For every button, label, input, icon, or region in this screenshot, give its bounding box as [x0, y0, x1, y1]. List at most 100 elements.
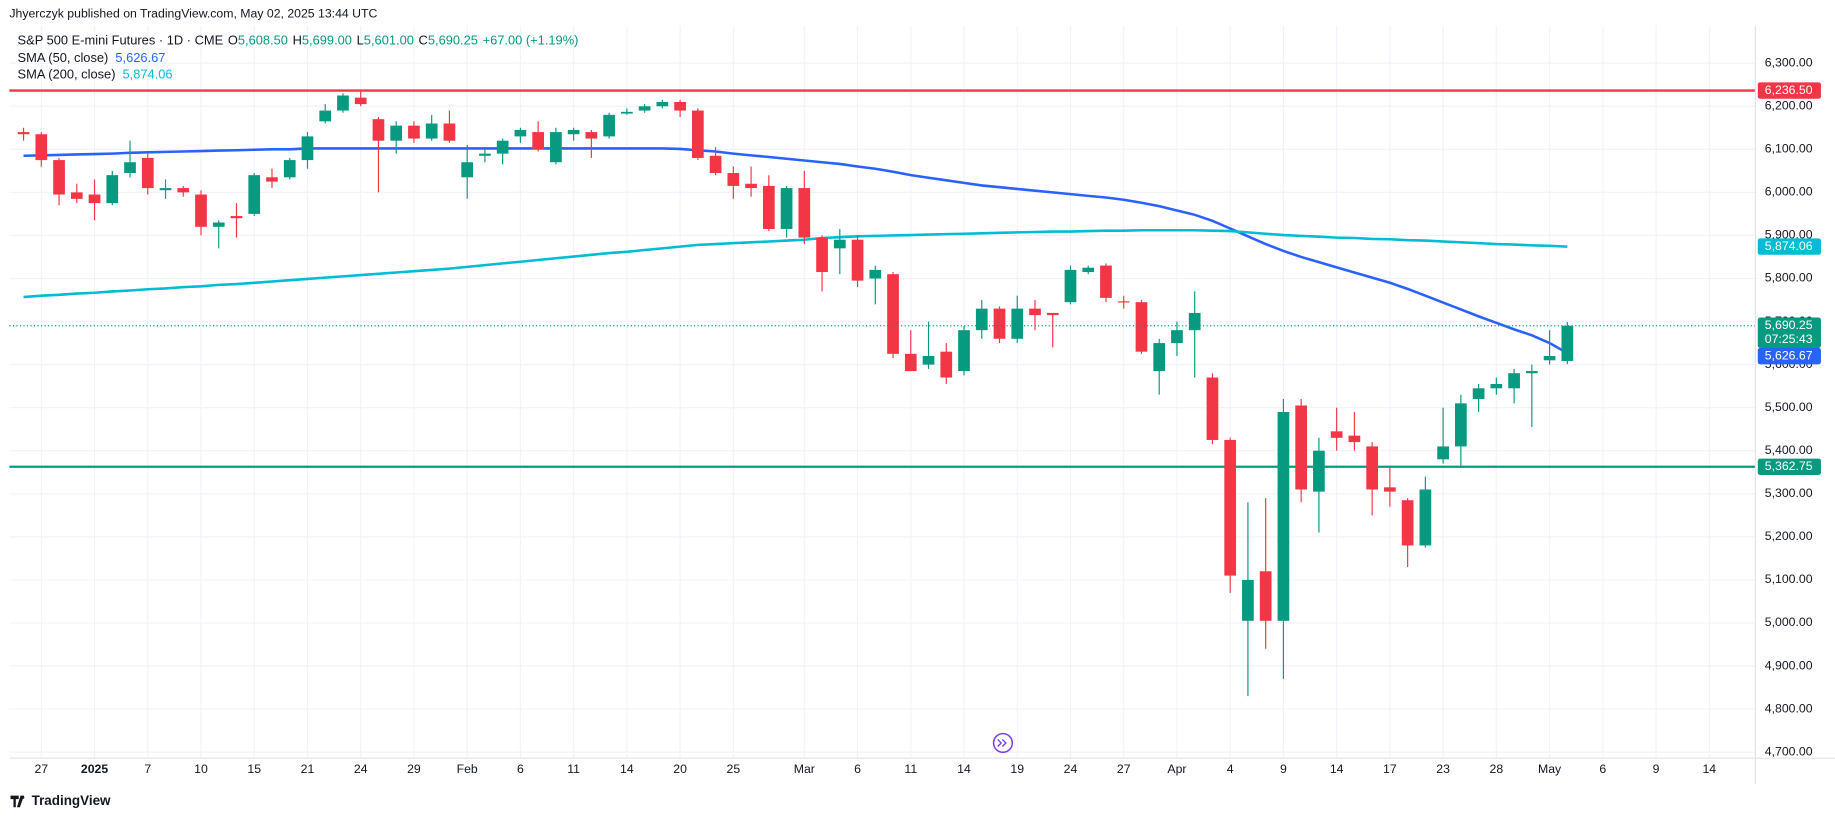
candle-body	[408, 125, 420, 139]
ohlc-value: 5,699.00	[302, 32, 352, 47]
ohlc-key: H	[293, 32, 302, 47]
candle-body	[851, 239, 864, 281]
candle-body	[674, 101, 686, 111]
candle-body	[975, 308, 988, 331]
candle-body	[1348, 435, 1361, 443]
price-label: 5,874.06	[1765, 239, 1813, 253]
countdown: 07:25:43	[1765, 332, 1813, 346]
price-label: 5,690.25	[1765, 318, 1813, 332]
candle-body	[1366, 446, 1378, 490]
x-tick-label: 17	[1383, 762, 1397, 776]
candle-body	[230, 216, 243, 219]
x-tick-label: May	[1538, 762, 1562, 776]
price-label-box	[1757, 317, 1821, 348]
ohlc-key: O	[228, 32, 238, 47]
sma-line	[23, 228, 1568, 299]
x-tick-label: 9	[1653, 762, 1660, 776]
x-tick-label: 21	[301, 762, 315, 776]
candle-body	[212, 222, 225, 227]
candle-body	[567, 129, 580, 135]
y-tick-label: 6,100.00	[1765, 142, 1813, 156]
y-tick-label: 4,700.00	[1765, 744, 1813, 758]
candle-body	[1561, 325, 1574, 361]
jump-icon[interactable]	[992, 732, 1014, 754]
candle-body	[1313, 450, 1325, 492]
candle-body	[638, 106, 651, 111]
candle-body	[798, 188, 811, 238]
candle-body	[1206, 377, 1219, 440]
x-tick-label: 6	[854, 762, 861, 776]
candle-body	[1011, 308, 1024, 339]
candle-body	[532, 132, 544, 150]
y-tick-label: 5,100.00	[1765, 572, 1813, 586]
x-tick-label: 27	[1117, 762, 1131, 776]
candle-body	[993, 308, 1006, 339]
x-tick-label: 27	[34, 762, 48, 776]
candle-body	[141, 157, 154, 189]
x-tick-label: 19	[1010, 762, 1024, 776]
x-tick-label: 15	[247, 762, 261, 776]
x-tick-label: 6	[517, 762, 524, 776]
x-tick-label: 14	[1702, 762, 1716, 776]
x-tick-label: 7	[144, 762, 151, 776]
ohlc-value: 5,601.00	[364, 32, 414, 47]
price-label: 6,236.50	[1765, 83, 1813, 97]
candle-body	[283, 160, 296, 178]
candle-body	[621, 111, 633, 114]
candle-body	[709, 155, 722, 173]
plot	[9, 89, 1756, 697]
jump-arrows	[997, 738, 1007, 747]
x-tick-label: 20	[673, 762, 687, 776]
x-tick-label: 14	[1330, 762, 1344, 776]
x-tick-label: Feb	[457, 762, 478, 776]
candle-body	[550, 132, 562, 163]
candle-body	[266, 177, 278, 182]
y-tick-label: 6,300.00	[1765, 55, 1813, 69]
indicator-value: 5,626.67	[115, 50, 165, 65]
candle-body	[1401, 500, 1414, 546]
indicator-value: 5,874.06	[123, 66, 173, 81]
x-tick-label: 4	[1227, 762, 1234, 776]
candle-body	[1171, 330, 1183, 344]
y-tick-label: 4,800.00	[1765, 701, 1813, 715]
x-tick-label: 14	[620, 762, 634, 776]
candle-body	[1525, 371, 1538, 374]
jump-button[interactable]	[992, 732, 1014, 754]
price-label-box	[1757, 82, 1821, 99]
y-tick-label: 5,300.00	[1765, 486, 1813, 500]
candle-body	[337, 95, 349, 111]
candle-body	[319, 110, 332, 122]
candle-body	[1384, 487, 1396, 492]
candle-body	[248, 175, 261, 214]
candle-body	[958, 330, 970, 372]
x-tick-label: 9	[1280, 762, 1287, 776]
price-label-box	[1757, 347, 1821, 365]
x-tick-label: 28	[1490, 762, 1504, 776]
candle-body	[1419, 489, 1432, 546]
candle-body	[1490, 383, 1503, 389]
x-tick-label: 2025	[81, 762, 108, 776]
y-tick-label: 5,900.00	[1765, 228, 1813, 242]
brand: TradingView	[32, 793, 111, 808]
x-tick-label: 11	[904, 762, 917, 776]
candle-body	[887, 274, 899, 354]
candle-body	[425, 123, 438, 139]
candle-body	[1029, 308, 1041, 316]
x-tick-label: 25	[727, 762, 741, 776]
x-tick-label: 24	[1064, 762, 1078, 776]
logo-dot	[21, 795, 25, 799]
candle-body	[35, 134, 48, 161]
price-label: 5,362.75	[1765, 459, 1813, 473]
candle-body	[922, 355, 935, 365]
candle-body	[1224, 439, 1237, 576]
candle-body	[1455, 403, 1467, 447]
x-tick-label: 24	[354, 762, 368, 776]
candle-body	[1082, 267, 1095, 273]
ohlc-key: C	[419, 32, 428, 47]
candle-body	[745, 183, 757, 189]
candle-body	[1472, 388, 1485, 400]
grid	[9, 25, 1756, 759]
candle-body	[354, 97, 367, 105]
x-tick-label: 23	[1436, 762, 1450, 776]
